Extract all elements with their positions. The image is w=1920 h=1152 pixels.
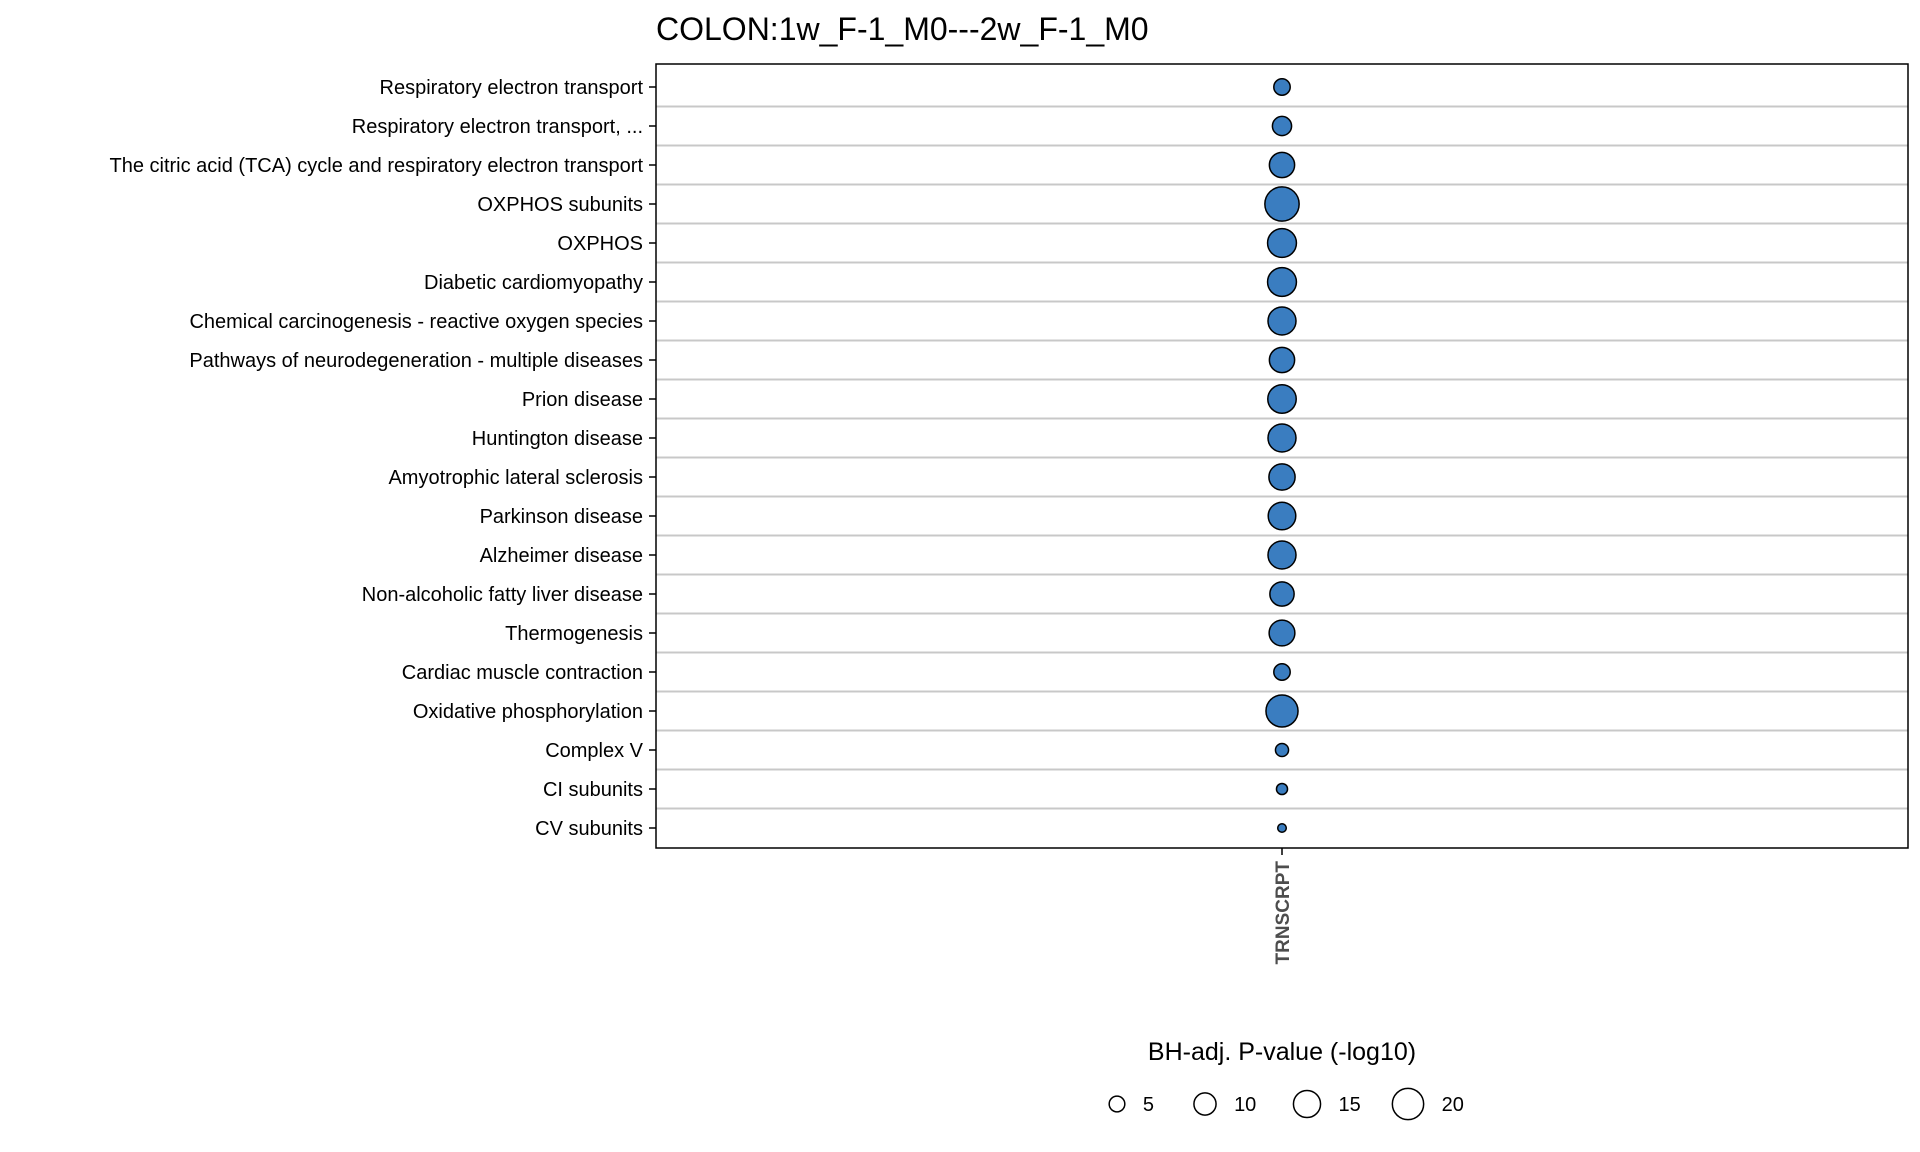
y-tick-label: Respiratory electron transport [380,77,644,99]
data-point [1268,619,1296,647]
y-tick-label: Parkinson disease [480,506,643,528]
y-tick-label: Complex V [545,740,643,762]
legend-title: BH-adj. P-value (-log10) [1148,1038,1416,1066]
grid-lines [656,105,1908,810]
legend-key-circle [1193,1092,1217,1116]
y-tick-label: Prion disease [522,389,643,411]
data-point [1267,306,1297,336]
y-tick-label: OXPHOS [557,233,643,255]
y-axis: Respiratory electron transport Respirator… [109,77,656,840]
data-point [1266,227,1298,259]
data-point [1264,186,1300,222]
y-tick-label: The citric acid (TCA) cycle and respirat… [109,155,643,177]
data-point [1267,384,1297,414]
legend-key-label: 10 [1234,1094,1256,1116]
legend-keys: 5 10 15 20 [1108,1087,1464,1121]
data-point [1267,423,1297,453]
y-tick-label: CV subunits [535,818,643,840]
y-tick-label: Respiratory electron transport, ... [352,116,643,138]
legend-key-circle [1108,1095,1126,1113]
y-tick-label: Diabetic cardiomyopathy [424,272,643,294]
data-point [1274,742,1290,758]
y-tick-label: CI subunits [543,779,643,801]
x-tick-label: TRNSCRPT [1273,861,1294,965]
y-tick-label: Non-alcoholic fatty liver disease [362,584,643,606]
y-tick-label: Huntington disease [472,428,643,450]
data-point [1267,540,1297,570]
legend-key-label: 5 [1143,1094,1154,1116]
data-point [1268,151,1296,179]
data-point [1271,115,1293,137]
y-tick-label: Thermogenesis [505,623,643,645]
legend-key-label: 20 [1442,1094,1464,1116]
y-tick-label: Cardiac muscle contraction [402,662,643,684]
y-tick-label: Oxidative phosphorylation [413,701,643,723]
x-axis: TRNSCRPT [1273,848,1294,964]
legend-key-label: 15 [1339,1094,1361,1116]
data-points [1264,78,1300,834]
data-point [1268,463,1296,491]
legend-key-circle [1292,1089,1322,1119]
size-legend: BH-adj. P-value (-log10) 5 10 15 20 [1108,1038,1464,1121]
y-tick-label: Alzheimer disease [480,545,643,567]
data-point [1269,581,1295,607]
legend-key-circle [1391,1087,1425,1121]
y-tick-label: Chemical carcinogenesis - reactive oxyge… [189,311,643,333]
data-point [1273,78,1291,96]
y-tick-label: OXPHOS subunits [477,194,643,216]
data-point [1265,694,1299,728]
data-point [1273,663,1291,681]
data-point [1275,782,1289,796]
y-tick-label: Pathways of neurodegeneration - multiple… [189,350,643,372]
data-point [1276,822,1288,834]
data-point [1268,346,1296,374]
data-point [1266,266,1298,298]
y-tick-label: Amyotrophic lateral sclerosis [388,467,643,489]
chart-title: COLON:1w_F-1_M0---2w_F-1_M0 [656,11,1149,47]
data-point [1267,501,1297,531]
